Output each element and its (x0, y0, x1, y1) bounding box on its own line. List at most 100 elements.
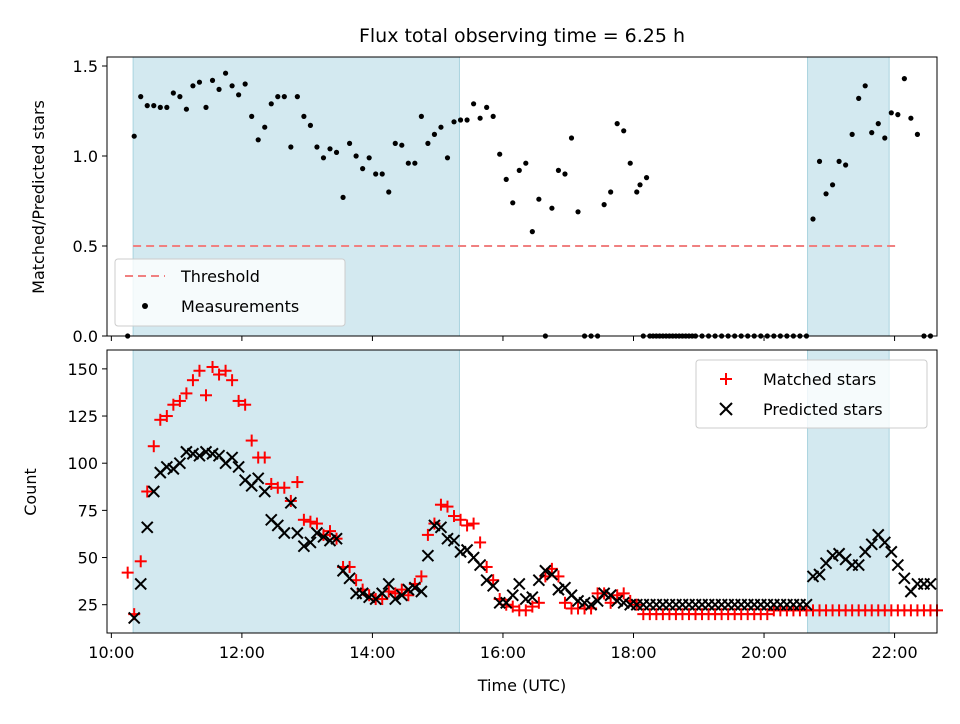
measurement-point (816, 158, 823, 164)
matched-stars-point (310, 517, 323, 530)
measurement-point (314, 144, 320, 150)
xtick-label: 22:00 (872, 643, 918, 662)
measurement-point (412, 160, 418, 166)
measurement-point (333, 149, 340, 155)
measurement-point (464, 117, 470, 123)
measurement-point (360, 166, 366, 172)
measurement-point (875, 121, 881, 127)
measurement-point (637, 182, 643, 188)
measurement-point (131, 133, 137, 139)
matched-stars-point (173, 394, 186, 407)
ratio-ytick-label: 1.5 (73, 57, 98, 76)
matched-stars-point (278, 481, 291, 494)
predicted-stars-point (147, 485, 160, 498)
measurement-point (366, 155, 372, 161)
matched-stars-point (147, 440, 160, 453)
matched-stars-point (213, 368, 226, 381)
matched-stars-point (206, 360, 219, 373)
count-ytick-label: 50 (78, 549, 98, 568)
measurement-point (516, 167, 522, 173)
chart-title: Flux total observing time = 6.25 h (359, 25, 685, 47)
predicted-stars-point (421, 549, 435, 562)
matched-legend-label: Matched stars (763, 370, 876, 389)
measurement-point (203, 104, 209, 110)
predicted-stars-point (526, 590, 539, 604)
measurement-point (438, 124, 444, 130)
measurement-point (268, 101, 274, 107)
measurement-point (346, 140, 353, 146)
predicted-stars-point (506, 589, 519, 602)
measurement-point (869, 130, 875, 136)
matched-stars-point (558, 596, 571, 609)
measurement-point (888, 110, 894, 116)
matched-stars-point (487, 574, 500, 587)
matched-stars-point (219, 364, 232, 377)
measurement-point (418, 113, 424, 119)
measurement-point (170, 90, 176, 96)
predicted-stars-point (486, 579, 500, 593)
predicted-stars-point (173, 456, 187, 470)
matched-stars-point (448, 510, 461, 523)
measurement-point (386, 189, 392, 195)
predicted-stars-point (813, 568, 826, 581)
predicted-stars-point (447, 534, 461, 547)
measurement-point (275, 94, 281, 100)
measurement-point (301, 113, 307, 119)
predicted-stars-point (865, 538, 878, 551)
measurement-point (164, 104, 170, 110)
ratio-panel-legend: Threshold Measurements (114, 258, 346, 327)
predicted-stars-point (127, 611, 141, 625)
matched-stars-point (239, 398, 252, 411)
matched-stars-point (134, 555, 147, 568)
measurement-point (353, 153, 359, 159)
predicted-stars-point (513, 577, 526, 591)
measurement-point (529, 229, 535, 235)
measurement-point (510, 200, 516, 206)
measurement-point (399, 142, 405, 148)
measurement-point (288, 144, 294, 150)
matched-stars-point (526, 600, 539, 613)
matched-stars-point (415, 570, 428, 583)
matched-stars-point (434, 498, 447, 511)
predicted-stars-point (924, 577, 937, 591)
measurement-point (497, 151, 503, 157)
matched-stars-point (395, 583, 408, 596)
count-ytick-label: 25 (78, 596, 98, 615)
matched-stars-point (167, 398, 180, 411)
matched-stars-point (617, 587, 630, 600)
measurement-point (562, 171, 568, 177)
xtick-label: 12:00 (219, 643, 265, 662)
predicted-stars-point (278, 526, 291, 540)
measurement-point (523, 160, 529, 166)
measurement-point (209, 77, 216, 83)
predicted-stars-point (343, 572, 356, 585)
measurement-point (451, 119, 457, 125)
measurement-point (222, 70, 229, 76)
matched-stars-point (265, 477, 278, 490)
measurement-point (281, 94, 287, 100)
matched-stars-point (186, 374, 199, 387)
matched-stars-point (304, 515, 317, 528)
predicted-stars-point (304, 536, 317, 549)
x-axis-label: Time (UTC) (477, 676, 566, 695)
measurement-point (307, 122, 314, 128)
xtick-label: 10:00 (88, 643, 134, 662)
predicted-stars-point (898, 572, 911, 585)
measurement-point (294, 94, 300, 100)
measurement-point (856, 95, 862, 101)
predicted-stars-point (225, 451, 239, 464)
threshold-legend-label: Threshold (180, 267, 260, 286)
predicted-stars-point (539, 564, 552, 577)
ratio-legend-box (114, 258, 346, 327)
matched-stars-point (226, 374, 239, 387)
matched-stars-point (232, 394, 245, 407)
matched-stars-point (474, 536, 487, 549)
measurement-point (470, 101, 477, 107)
matched-stars-point (199, 389, 212, 402)
predicted-stars-point (415, 585, 428, 598)
predicted-stars-point (134, 577, 147, 591)
measurement-point (431, 131, 438, 137)
matched-stars-point (532, 596, 545, 609)
count-ytick-label: 125 (67, 407, 98, 426)
